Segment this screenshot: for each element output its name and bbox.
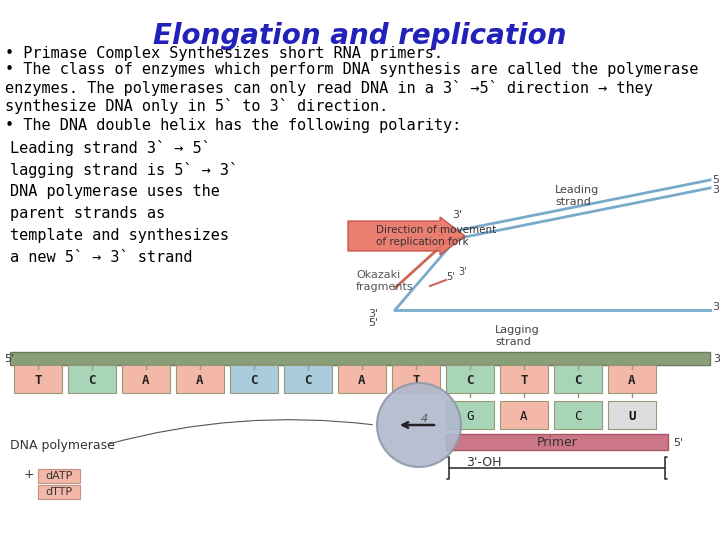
Text: C: C [251,374,258,387]
Text: +: + [24,469,39,482]
Text: A: A [521,409,528,422]
Bar [14,365,62,393]
Bar [68,365,116,393]
Text: C: C [575,374,582,387]
Text: Leading
strand: Leading strand [555,185,599,207]
Text: T: T [521,374,528,387]
Text: 5': 5' [436,228,446,238]
Text: 3': 3' [452,210,462,220]
Text: template and synthesizes: template and synthesizes [10,228,229,243]
Bar [500,401,548,429]
Text: Elongation and replication: Elongation and replication [153,22,567,50]
Text: • Primase Complex Synthesizes short RNA primers.: • Primase Complex Synthesizes short RNA … [5,46,443,61]
Text: lagging strand is 5` → 3`: lagging strand is 5` → 3` [10,162,238,178]
FancyArrow shape [348,217,465,255]
Bar [608,365,656,393]
Text: A: A [197,374,204,387]
Bar [230,365,278,393]
Bar [176,365,224,393]
Bar [554,401,602,429]
Text: T: T [35,374,42,387]
Bar [500,365,548,393]
Bar [338,365,386,393]
Bar [122,365,170,393]
Text: 5': 5' [368,318,378,328]
Text: C: C [467,374,474,387]
Text: 3': 3' [458,267,467,277]
Text: Primer: Primer [536,436,577,449]
Text: 3': 3' [712,185,720,195]
Bar [608,401,656,429]
Text: A: A [359,374,366,387]
Text: Lagging
strand: Lagging strand [495,325,540,347]
Bar [38,485,80,499]
Text: 3': 3' [713,354,720,364]
Bar [10,352,710,365]
Bar [284,365,332,393]
Text: a new 5` → 3` strand: a new 5` → 3` strand [10,250,192,265]
Text: U: U [629,409,636,422]
Text: 3': 3' [712,302,720,312]
Text: C: C [89,374,96,387]
Text: 5': 5' [446,272,455,282]
Text: Direction of movement
of replication fork: Direction of movement of replication for… [376,225,496,247]
Text: 3': 3' [368,309,378,319]
Text: A: A [629,374,636,387]
Bar [38,469,80,483]
Bar [554,365,602,393]
Text: parent strands as: parent strands as [10,206,165,221]
Text: Leading strand 3` → 5`: Leading strand 3` → 5` [10,140,211,156]
Bar [446,401,494,429]
Text: T: T [413,374,420,387]
Text: dATP: dATP [45,471,73,481]
Text: dTTP: dTTP [45,487,73,497]
Text: 5': 5' [712,175,720,185]
Bar [446,365,494,393]
Text: G: G [467,409,474,422]
Text: C: C [575,409,582,422]
Text: 4: 4 [420,414,428,424]
Text: C: C [305,374,312,387]
Text: • The class of enzymes which perform DNA synthesis are called the polymerase
enz: • The class of enzymes which perform DNA… [5,62,698,114]
Text: • The DNA double helix has the following polarity:: • The DNA double helix has the following… [5,118,462,133]
Bar [446,434,668,450]
Text: 5': 5' [673,438,683,448]
Text: 5': 5' [4,354,14,364]
Text: DNA polymerase uses the: DNA polymerase uses the [10,184,220,199]
Text: A: A [143,374,150,387]
Text: DNA polymerase: DNA polymerase [10,438,115,451]
Text: Okazaki
fragments: Okazaki fragments [356,270,413,292]
Text: 3'-OH: 3'-OH [466,456,502,469]
Circle shape [377,383,461,467]
Bar [392,365,440,393]
